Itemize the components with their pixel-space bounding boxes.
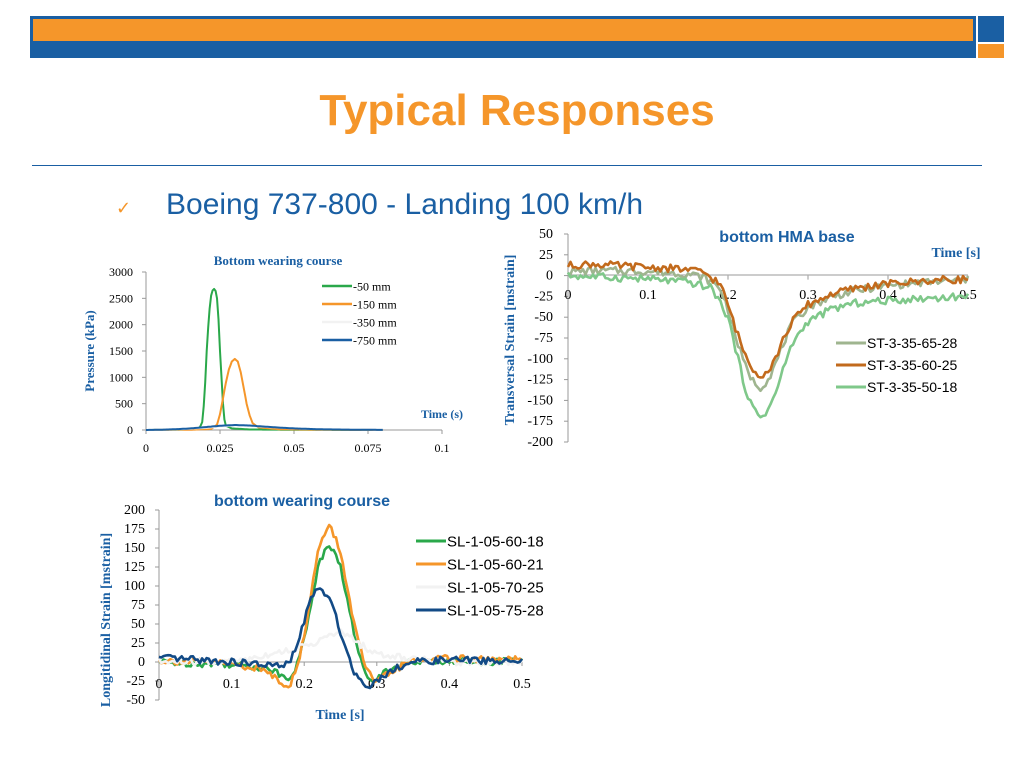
transversal-y-ticks: -200 -175 -150 -125 -100 -75 -50 -25 0 25 50 xyxy=(527,227,568,450)
transversal-y-label: Transversal Strain [mstrain] xyxy=(503,255,518,426)
slide-title: Typical Responses xyxy=(319,86,715,135)
y-tick-label: 1000 xyxy=(109,370,133,384)
x-tick-label: 0.4 xyxy=(441,677,459,692)
legend-label: -350 mm xyxy=(353,315,397,329)
y-tick-label: -25 xyxy=(126,674,145,689)
y-tick-label: 100 xyxy=(124,579,145,594)
transversal-x-ticks: 0 0.1 0.2 0.3 0.4 0.5 xyxy=(565,275,977,303)
y-tick-label: 2000 xyxy=(109,318,133,332)
series-line xyxy=(146,424,383,431)
pressure-series-lines xyxy=(146,287,383,431)
checkmark-icon: ✓ xyxy=(116,198,132,219)
x-tick-label: 0.2 xyxy=(295,677,313,692)
pressure-chart: Bottom wearing course Pressure (kPa) Tim… xyxy=(82,253,463,455)
legend-label: -750 mm xyxy=(353,333,397,347)
x-tick-label: 0.025 xyxy=(207,441,234,455)
x-tick-label: 0.075 xyxy=(355,441,382,455)
y-tick-label: 175 xyxy=(124,522,145,537)
transversal-chart-title: bottom HMA base xyxy=(719,229,855,246)
y-tick-label: 3000 xyxy=(109,265,133,279)
longitudinal-y-ticks: -50 -25 0 25 50 75 100 125 150 175 200 xyxy=(124,503,159,708)
pressure-legend: -50 mm -150 mm -350 mm -750 mm xyxy=(322,279,397,347)
y-tick-label: -100 xyxy=(527,352,553,367)
bullet-text: Boeing 737-800 - Landing 100 km/h xyxy=(166,188,644,221)
legend-label: ST-3-35-50-18 xyxy=(867,379,957,395)
transversal-series-lines xyxy=(566,260,970,419)
corner-square-orange xyxy=(978,44,1004,58)
y-tick-label: 125 xyxy=(124,560,145,575)
pressure-y-label: Pressure (kPa) xyxy=(82,310,97,391)
y-tick-label: 75 xyxy=(131,598,145,613)
longitudinal-x-label: Time [s] xyxy=(315,708,364,723)
y-tick-label: 25 xyxy=(539,248,553,263)
corner-square-blue xyxy=(978,16,1004,42)
longitudinal-series-lines xyxy=(157,523,524,690)
legend-label: SL-1-05-60-18 xyxy=(447,533,544,550)
x-tick-label: 0 xyxy=(143,441,149,455)
y-tick-label: -175 xyxy=(527,414,553,429)
x-tick-label: 0.05 xyxy=(284,441,305,455)
x-tick-label: 0.1 xyxy=(435,441,450,455)
y-tick-label: 50 xyxy=(131,617,145,632)
legend-label: -50 mm xyxy=(353,279,391,293)
x-tick-label: 0 xyxy=(565,288,572,303)
title-divider xyxy=(32,165,982,166)
x-tick-label: 0.1 xyxy=(639,288,657,303)
legend-label: -150 mm xyxy=(353,297,397,311)
legend-label: SL-1-05-75-28 xyxy=(447,602,544,619)
y-tick-label: -75 xyxy=(534,331,553,346)
longitudinal-chart-title: bottom wearing course xyxy=(214,493,390,510)
x-tick-label: 0.5 xyxy=(513,677,531,692)
y-tick-label: 500 xyxy=(115,397,133,411)
longitudinal-y-label: Longitidinal Strain [mstrain] xyxy=(99,533,114,707)
series-line xyxy=(146,287,383,431)
transversal-chart: bottom HMA base Transversal Strain [mstr… xyxy=(503,227,981,450)
y-tick-label: -50 xyxy=(126,693,145,708)
transversal-x-label: Time [s] xyxy=(931,246,980,261)
y-tick-label: -50 xyxy=(534,310,553,325)
header-bar-orange xyxy=(33,19,973,41)
pressure-x-label: Time (s) xyxy=(421,407,463,421)
legend-label: ST-3-35-60-25 xyxy=(867,357,957,373)
y-tick-label: -25 xyxy=(534,289,553,304)
x-tick-label: 0.1 xyxy=(223,677,241,692)
transversal-legend: ST-3-35-65-28 ST-3-35-60-25 ST-3-35-50-18 xyxy=(836,335,957,395)
pressure-y-ticks: 0 500 1000 1500 2000 2500 3000 xyxy=(109,265,146,437)
y-tick-label: 150 xyxy=(124,541,145,556)
y-tick-label: -125 xyxy=(527,373,553,388)
legend-label: SL-1-05-70-25 xyxy=(447,579,544,596)
legend-label: SL-1-05-60-21 xyxy=(447,556,544,573)
longitudinal-chart: bottom wearing course Longitidinal Strai… xyxy=(99,493,544,723)
series-line xyxy=(146,357,383,431)
series-line xyxy=(566,260,969,379)
y-tick-label: 25 xyxy=(131,636,145,651)
y-tick-label: 2500 xyxy=(109,291,133,305)
pressure-chart-title: Bottom wearing course xyxy=(214,253,343,268)
y-tick-label: 50 xyxy=(539,227,553,242)
y-tick-label: 1500 xyxy=(109,344,133,358)
y-tick-label: 0 xyxy=(546,269,553,284)
series-line xyxy=(158,587,524,690)
pressure-x-ticks: 0 0.025 0.05 0.075 0.1 xyxy=(143,430,450,455)
legend-label: ST-3-35-65-28 xyxy=(867,335,957,351)
longitudinal-legend: SL-1-05-60-18 SL-1-05-60-21 SL-1-05-70-25 S… xyxy=(416,533,544,619)
x-tick-label: 0 xyxy=(156,677,163,692)
y-tick-label: 0 xyxy=(138,655,145,670)
series-line xyxy=(566,271,970,419)
y-tick-label: -150 xyxy=(527,393,553,408)
x-tick-label: 0.3 xyxy=(799,288,817,303)
y-tick-label: -200 xyxy=(527,435,553,450)
series-line xyxy=(568,265,970,393)
y-tick-label: 200 xyxy=(124,503,145,518)
y-tick-label: 0 xyxy=(127,423,133,437)
